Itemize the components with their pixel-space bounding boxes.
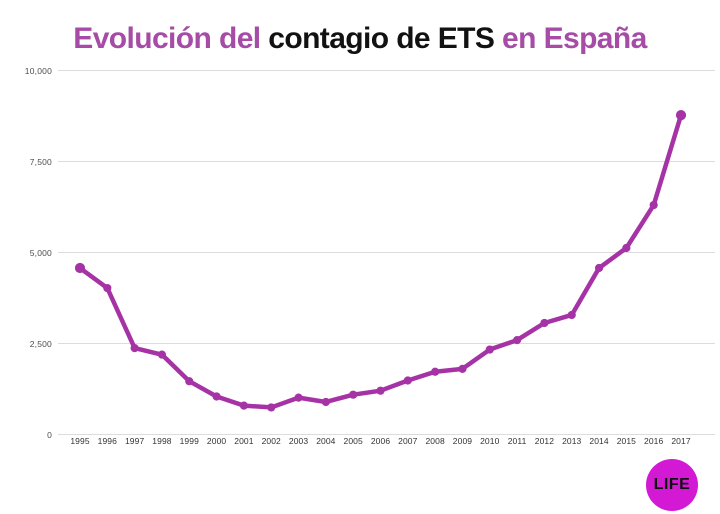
data-point-1997 <box>130 344 139 353</box>
x-tick-label: 2007 <box>398 436 418 446</box>
page-title: Evolución del contagio de ETS en España <box>0 22 720 56</box>
x-tick-label: 2015 <box>616 436 637 446</box>
y-tick-label: 0 <box>47 430 52 440</box>
data-point-2001 <box>239 401 249 410</box>
x-axis-labels: 1995 1996 1997 1998 1999 2000 2001 2002 2003 2004… <box>58 436 715 452</box>
data-point-2011 <box>512 335 522 345</box>
data-point-endpoint-1995 <box>74 262 86 274</box>
x-tick-label: 2003 <box>288 436 309 446</box>
x-tick-label: 1996 <box>97 436 117 446</box>
x-tick-label: 2008 <box>425 436 445 446</box>
x-tick-label: 2010 <box>480 436 500 446</box>
y-axis-labels: 0 2,500 5,000 7,500 10,000 <box>0 66 52 440</box>
data-point-2000 <box>212 392 221 401</box>
data-point-2013 <box>567 310 576 320</box>
y-tick-label: 2,500 <box>29 339 52 349</box>
x-tick-label: 2016 <box>644 436 664 446</box>
x-tick-label: 2009 <box>452 436 473 446</box>
x-tick-label: 2001 <box>234 436 254 446</box>
x-tick-label: 1998 <box>152 436 172 446</box>
x-tick-label: 1999 <box>179 436 199 446</box>
data-point-endpoint-2017 <box>675 110 687 121</box>
x-tick-label: 2000 <box>206 436 227 446</box>
x-tick-label: 2017 <box>671 436 691 446</box>
y-tick-label: 10,000 <box>24 66 52 76</box>
data-point-2016 <box>649 200 658 210</box>
data-point-2007 <box>403 376 412 385</box>
x-tick-label: 2006 <box>370 436 391 446</box>
y-tick-label: 5,000 <box>29 248 52 258</box>
y-tick-label: 7,500 <box>29 157 52 167</box>
data-point-2005 <box>349 390 358 399</box>
series-markers <box>74 110 687 412</box>
data-point-2008 <box>431 367 440 376</box>
x-tick-label: 2012 <box>534 436 555 446</box>
data-point-1996 <box>103 283 112 293</box>
x-tick-label: 2005 <box>343 436 363 446</box>
x-tick-label: 2014 <box>589 436 609 446</box>
gridline-5000 <box>58 252 715 253</box>
data-point-2002 <box>267 403 276 412</box>
data-point-2003 <box>294 393 303 402</box>
x-tick-label: 1995 <box>70 436 90 446</box>
title-segment-2: contagio de ETS <box>268 22 495 55</box>
data-point-2014 <box>594 263 604 273</box>
series-line <box>77 112 684 410</box>
data-point-1998 <box>157 350 167 359</box>
gridline-10000 <box>58 70 715 71</box>
plot-area <box>58 70 715 435</box>
x-tick-label: 2004 <box>316 436 336 446</box>
data-point-2015 <box>622 243 631 253</box>
x-tick-label: 2002 <box>261 436 281 446</box>
title-segment-3: en España <box>494 22 647 55</box>
data-point-2012 <box>540 318 549 328</box>
data-point-2010 <box>485 345 494 354</box>
data-point-2006 <box>376 386 385 395</box>
x-tick-label: 2013 <box>562 436 582 446</box>
x-tick-label: 1997 <box>124 436 145 446</box>
data-point-1999 <box>185 377 194 386</box>
x-tick-label: 2011 <box>507 436 527 446</box>
line-series-svg <box>74 110 687 412</box>
gridline-7500 <box>58 161 715 162</box>
data-point-2004 <box>321 397 330 407</box>
gridline-2500 <box>58 343 715 344</box>
title-segment-1: Evolución del <box>73 22 269 55</box>
life-logo: LIFE <box>646 459 698 511</box>
life-logo-text: LIFE <box>653 476 691 493</box>
gridline-0 <box>58 434 715 435</box>
data-point-2009 <box>458 364 467 373</box>
